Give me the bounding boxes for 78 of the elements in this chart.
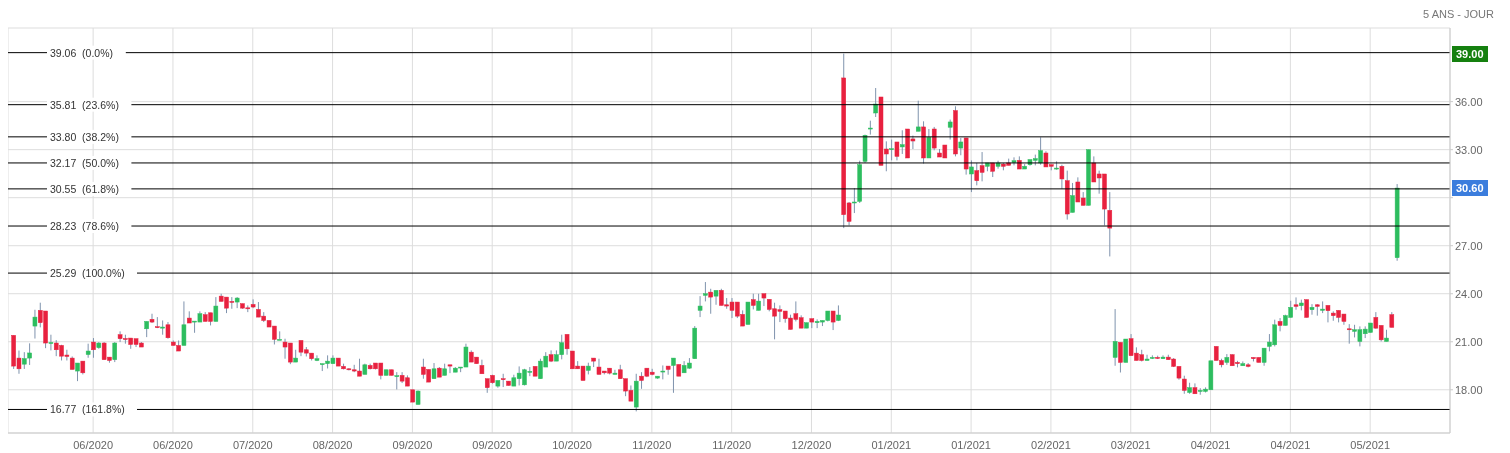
x-tick-label: 09/2020 [392, 438, 433, 451]
ref-line-label: 35.81 (23.6%) [50, 98, 119, 111]
candlestick [91, 337, 96, 359]
x-tick-label: 08/2020 [312, 438, 353, 451]
candlestick [1346, 323, 1352, 345]
x-tick-label: 03/2021 [1110, 438, 1151, 451]
ref-line-label: 28.23 (78.6%) [50, 220, 119, 233]
candlestick [1011, 156, 1017, 166]
candlestick [761, 293, 767, 307]
text: 5 ANS - JOUR [1423, 8, 1494, 20]
candlestick [1293, 296, 1299, 311]
candlestick [1277, 317, 1283, 332]
candlestick [1309, 303, 1315, 316]
x-tick-label: 11/2020 [632, 438, 672, 451]
candlestick [915, 100, 921, 132]
candlestick [703, 281, 708, 302]
x-tick-label: 01/2021 [871, 438, 912, 451]
ref-line-label: 39.06 (0.0%) [50, 46, 114, 59]
candlestick [149, 313, 155, 324]
x-tick-label: 04/2021 [1190, 438, 1231, 451]
x-tick-label: 05/2021 [1350, 438, 1391, 451]
candlestick [697, 295, 703, 318]
y-tick-label: 27.00 [1455, 239, 1483, 252]
candlestick [564, 333, 570, 356]
y-tick-label: 21.00 [1455, 335, 1483, 348]
candlestick [889, 139, 894, 161]
x-tick-label: 04/2021 [1270, 438, 1311, 451]
candlestick [1224, 353, 1230, 366]
candlestick [234, 296, 240, 309]
candlestick [32, 309, 38, 340]
x-tick-label: 06/2020 [153, 438, 193, 451]
x-tick-label: 11/2020 [712, 438, 752, 451]
y-tick-label: 36.00 [1455, 95, 1483, 108]
candlestick [1070, 182, 1075, 213]
ref-line-label: 16.77 (161.8%) [50, 403, 125, 416]
candlestick [1059, 164, 1065, 190]
candlestick [900, 129, 905, 155]
candlestick [314, 354, 320, 362]
ref-line-label: 30.55 (61.8%) [50, 182, 119, 195]
ref-line-label: 32.17 (50.0%) [50, 156, 119, 169]
candlestick [931, 126, 937, 151]
x-tick-label: 12/2020 [791, 438, 832, 451]
candlestick [665, 365, 671, 376]
candlestick [713, 289, 719, 306]
ref-line-label: 33.80 (38.2%) [50, 130, 119, 143]
candlestick [926, 128, 932, 159]
x-tick-label: 02/2021 [1031, 438, 1071, 451]
candlestick [1112, 308, 1118, 367]
candlestick [671, 357, 676, 394]
candlestick [213, 296, 219, 322]
y-tick-label: 24.00 [1455, 287, 1483, 300]
x-tick-label: 06/2020 [73, 438, 114, 451]
candlestick [873, 87, 878, 118]
x-tick-label: 10/2020 [552, 438, 592, 451]
candlestick [48, 334, 54, 351]
candlestick [1118, 341, 1123, 373]
text: 39.00 [1452, 45, 1488, 62]
x-tick-label: 07/2020 [232, 438, 273, 451]
candlestick [969, 159, 974, 193]
text: 30.60 [1452, 180, 1488, 197]
candlestick [277, 330, 282, 341]
candlestick [447, 364, 453, 374]
candlestick [1107, 191, 1113, 257]
ref-line-label: 25.29 (100.0%) [50, 267, 125, 280]
x-tick-label: 09/2020 [472, 438, 513, 451]
candlestick [112, 341, 118, 363]
candlestick [830, 310, 836, 331]
candlestick [181, 300, 187, 346]
y-tick-label: 33.00 [1455, 143, 1483, 156]
y-tick-label: 18.00 [1455, 383, 1483, 396]
candlestick [708, 288, 713, 315]
candlestick [894, 141, 900, 161]
candlestick [1325, 304, 1331, 323]
x-tick-label: 01/2021 [951, 438, 991, 451]
candlestick [75, 362, 80, 382]
candlestick [1123, 338, 1129, 363]
candlestick [947, 119, 953, 141]
candlestick [745, 301, 751, 325]
